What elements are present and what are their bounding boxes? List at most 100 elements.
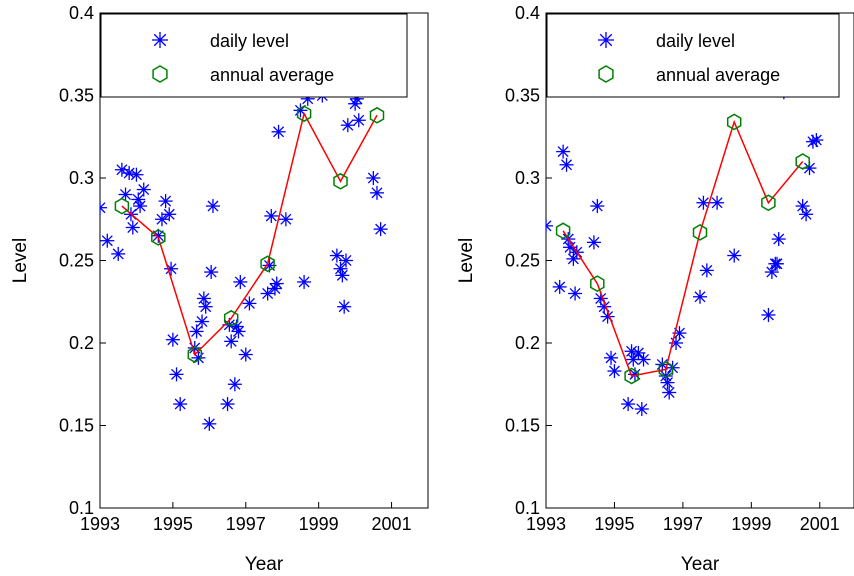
y-tick-label: 0.15 [59,416,94,436]
daily-level-point [260,286,275,301]
daily-level-point [220,397,235,412]
daily-level-point [556,144,571,159]
y-tick-label: 0.35 [505,86,540,106]
daily-level-point [546,218,553,233]
y-tick-label: 0.1 [515,498,540,518]
daily-level-point [242,296,257,311]
daily-level-point [621,397,636,412]
daily-level-point [100,200,107,215]
daily-level-point [191,350,206,365]
daily-level-point [568,286,583,301]
daily-level-point [586,235,601,250]
annual-average-point [590,275,605,292]
daily-level-point [271,124,286,139]
daily-level-point [727,248,742,263]
daily-level-point [799,207,814,222]
daily-level-point [607,364,622,379]
daily-level-point [337,299,352,314]
daily-level-point [151,228,166,243]
y-tick-label: 0.3 [69,168,94,188]
daily-level-point [158,194,173,209]
x-tick-label: 1993 [80,514,120,534]
daily-level-point [809,133,824,148]
daily-level-point [233,274,248,289]
y-tick-label: 0.2 [515,333,540,353]
daily-level-point [227,377,242,392]
daily-level-point [710,195,725,210]
daily-level-point [660,375,675,390]
daily-level-point [202,416,217,431]
annual-average-point [795,153,810,170]
annual-average-point [369,106,385,124]
daily-level-point [173,397,188,412]
x-tick-label: 2001 [800,514,840,534]
daily-level-point [133,199,148,214]
x-tick-label: 1993 [526,514,566,534]
y-tick-label: 0.15 [505,416,540,436]
y-tick-label: 0.35 [59,86,94,106]
daily-level-point [122,166,137,181]
legend-label-daily: daily level [210,31,289,51]
y-tick-label: 0.25 [59,251,94,271]
daily-level-point [264,208,279,223]
x-tick-label: 1995 [594,514,634,534]
daily-level-point [118,187,133,202]
legend: daily level annual average [546,13,840,98]
x-tick-label: 1997 [663,514,703,534]
daily-level-point [224,334,239,349]
daily-level-point [111,246,126,261]
y-tick-label: 0.25 [505,251,540,271]
daily-level-point [696,195,711,210]
annual-average-point [692,224,708,241]
x-tick-label: 1999 [299,514,339,534]
x-tick-label: 2001 [372,514,412,534]
annual-average-point [658,361,674,378]
daily-level-point [333,261,348,276]
daily-level-point [204,265,219,280]
daily-level-point [339,253,353,268]
daily-level-point [590,199,605,214]
daily-level-point [269,276,284,291]
legend-hexagon-marker [598,65,614,83]
daily-level-point [169,367,184,382]
daily-level-point [699,263,714,278]
daily-level-point [634,402,649,416]
daily-level-point [636,352,651,367]
left-panel: 1993 1995 1997 1999 2001 0.1 0.15 0.2 0.25 0.3 0.3… [10,3,429,575]
y-tick-label: 0.2 [69,333,94,353]
daily-level-point [129,167,144,182]
daily-level-point [369,185,384,200]
daily-level-point [231,324,246,339]
daily-level-point [189,324,204,339]
annual-average-point [624,367,639,385]
annual-average-point [333,172,348,190]
annual-average-point [151,229,166,246]
annual-average-point [761,194,776,212]
legend-hexagon-marker [152,65,168,83]
plot-area [100,35,397,431]
annual-average-point [555,222,571,240]
daily-level-point [329,248,344,263]
daily-level-point [693,289,707,304]
daily-level-point [552,279,567,294]
legend-box [100,13,408,98]
y-tick-label: 0.1 [69,498,94,518]
y-tick-label: 0.4 [515,3,540,23]
x-tick-label: 1997 [226,514,266,534]
daily-level-point [165,332,180,347]
daily-level-point [761,307,776,322]
y-tick-label: 0.3 [515,168,540,188]
right-panel: 1993 1995 1997 1999 2001 0.1 0.15 0.2 0.25 0.3 0.3… [456,3,854,575]
daily-level-point [559,157,574,172]
annual-average-line [562,119,804,377]
daily-level-point [340,118,355,133]
daily-level-point [373,222,388,237]
daily-level-point [205,199,220,214]
x-axis-label: Year [245,554,284,575]
daily-level-point [125,220,140,235]
y-tick-label: 0.4 [69,3,94,23]
x-tick-label: 1995 [153,514,193,534]
legend-asterisk-marker [598,32,614,48]
daily-level-point [335,268,350,283]
